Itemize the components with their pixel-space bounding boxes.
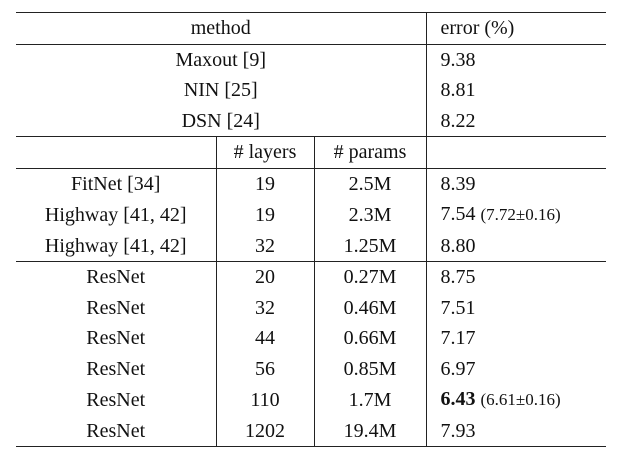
params-header: # params: [314, 136, 427, 168]
layers-cell: 32: [216, 230, 315, 262]
empty-cell: [426, 136, 606, 168]
params-cell: 0.46M: [314, 292, 427, 323]
table-row: FitNet [34] 19 2.5M 8.39: [16, 167, 606, 199]
method-cell: ResNet: [16, 323, 217, 354]
layers-cell: 44: [216, 323, 315, 354]
error-value: 7.54: [440, 203, 476, 225]
error-header: error (%): [426, 12, 606, 44]
error-cell: 7.93: [426, 415, 606, 447]
params-cell: 0.27M: [314, 261, 427, 293]
table-row: ResNet 110 1.7M 6.43 (6.61±0.16): [16, 384, 606, 416]
error-cell: 7.51: [426, 293, 606, 324]
layers-cell: 19: [216, 199, 315, 231]
method-cell: ResNet: [16, 261, 217, 293]
error-cell: 9.38: [426, 43, 606, 75]
error-note: (6.61±0.16): [480, 390, 561, 409]
error-cell: 7.54 (7.72±0.16): [426, 199, 606, 231]
table-row: ResNet 32 0.46M 7.51: [16, 292, 606, 324]
method-cell: ResNet: [16, 292, 217, 323]
layers-cell: 32: [216, 292, 315, 323]
table-row: Highway [41, 42] 19 2.3M 7.54 (7.72±0.16…: [16, 199, 606, 231]
error-cell: 6.97: [426, 354, 606, 385]
table-row: ResNet 20 0.27M 8.75: [16, 261, 606, 293]
error-cell: 8.22: [440, 109, 476, 132]
params-cell: 2.5M: [314, 167, 427, 199]
error-note: (7.72±0.16): [480, 205, 561, 224]
error-value: 7.17: [440, 327, 476, 349]
method-cell: Highway [41, 42]: [16, 230, 217, 262]
method-cell: DSN [24]: [16, 105, 427, 137]
layers-cell: 110: [216, 384, 315, 416]
table-row: ResNet 56 0.85M 6.97: [16, 353, 606, 385]
error-value: 8.80: [440, 234, 476, 257]
error-cell: 8.39: [426, 167, 606, 199]
error-cell: 8.80: [426, 231, 606, 262]
error-cell: 6.43 (6.61±0.16): [426, 384, 606, 416]
table-row: Highway [41, 42] 32 1.25M 8.80: [16, 230, 606, 262]
table-row: ResNet 1202 19.4M 7.93: [16, 415, 606, 447]
table-row: Maxout [9] 9.38: [16, 43, 606, 75]
layers-cell: 56: [216, 353, 315, 384]
layers-cell: 19: [216, 167, 315, 199]
empty-cell: [16, 136, 217, 168]
layers-header: # layers: [216, 136, 315, 168]
layers-cell: 1202: [216, 415, 315, 447]
table-row: NIN [25] 8.81: [16, 75, 606, 106]
table-row: DSN [24] 8.22: [16, 105, 606, 137]
method-cell: Highway [41, 42]: [16, 199, 217, 231]
method-cell: ResNet: [16, 415, 217, 447]
params-cell: 0.66M: [314, 323, 427, 354]
table-row: ResNet 44 0.66M 7.17: [16, 323, 606, 354]
error-cell: 8.81: [440, 79, 476, 101]
subheader-row: # layers # params: [16, 136, 606, 168]
results-table: method error (%) Maxout [9] 9.38 NIN [25…: [16, 12, 606, 447]
method-cell: NIN [25]: [16, 75, 427, 106]
method-cell: FitNet [34]: [16, 167, 217, 199]
error-value: 8.39: [440, 172, 476, 195]
method-cell: Maxout [9]: [16, 43, 427, 75]
params-cell: 0.85M: [314, 353, 427, 384]
params-cell: 1.7M: [314, 384, 427, 416]
method-header: method: [16, 12, 427, 44]
header-row: method error (%): [16, 12, 606, 44]
method-cell: ResNet: [16, 384, 217, 416]
error-value: 8.75: [440, 266, 476, 288]
params-cell: 2.3M: [314, 199, 427, 231]
error-value: 6.97: [440, 357, 476, 380]
error-value: 7.93: [440, 419, 476, 442]
best-error-value: 6.43: [440, 388, 476, 410]
error-cell: 7.17: [426, 323, 606, 354]
error-value: 7.51: [440, 296, 476, 319]
error-cell: 8.75: [426, 261, 606, 293]
params-cell: 19.4M: [314, 415, 427, 447]
layers-cell: 20: [216, 261, 315, 293]
method-cell: ResNet: [16, 353, 217, 384]
params-cell: 1.25M: [314, 230, 427, 262]
